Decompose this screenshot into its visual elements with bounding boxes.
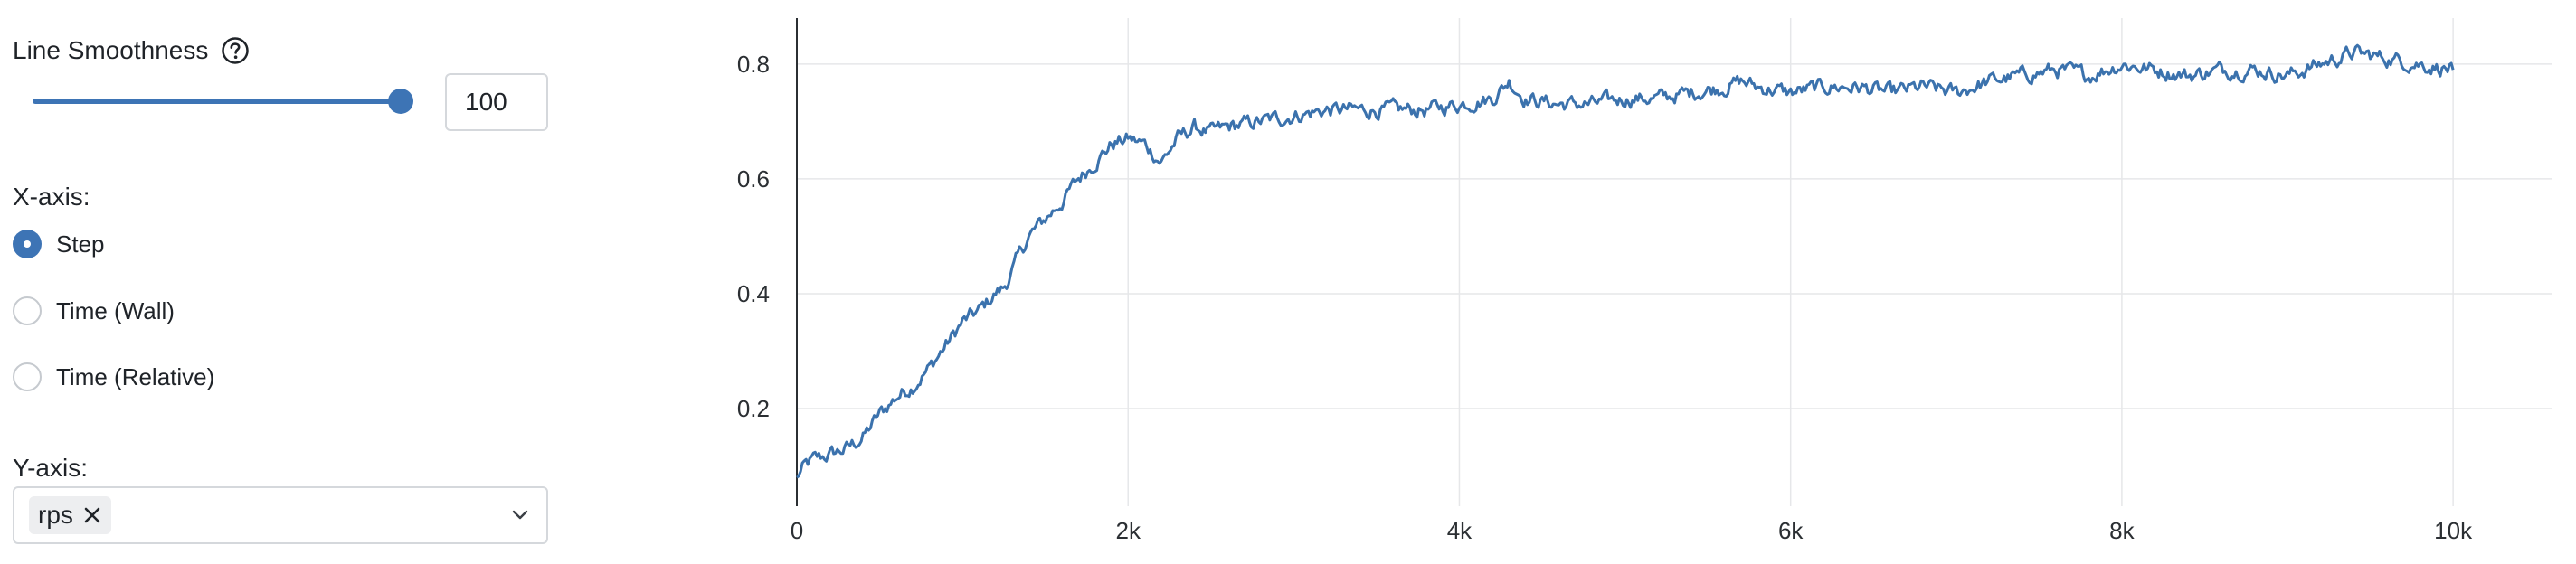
x-tick-label: 8k	[2109, 517, 2135, 544]
smoothing-value-input[interactable]	[445, 73, 548, 131]
question-circle-icon[interactable]	[221, 36, 250, 65]
x-axis-relative-time-label[interactable]: Time (Relative)	[56, 363, 215, 390]
y-tick-label: 0.8	[737, 51, 770, 78]
smoothing-label: Line Smoothness	[13, 36, 209, 64]
x-tick-label: 4k	[1447, 517, 1473, 544]
chart-series	[796, 43, 2455, 479]
y-axis-label: Y-axis:	[13, 454, 89, 482]
y-tick-label: 0.4	[737, 280, 770, 307]
x-axis-wall-time-label[interactable]: Time (Wall)	[56, 297, 175, 324]
y-axis-chip-label: rps	[38, 501, 73, 529]
x-tick-label: 0	[791, 517, 803, 544]
close-icon[interactable]	[82, 505, 102, 525]
chevron-down-icon[interactable]	[510, 508, 530, 522]
x-tick-label: 10k	[2434, 517, 2473, 544]
chart-grid	[797, 18, 2552, 506]
y-axis-select[interactable]: rps	[13, 486, 548, 544]
series-line	[796, 43, 2455, 479]
controls-panel: Line Smoothness X-axis: Step Time (Wall)…	[0, 0, 579, 564]
smoothing-slider-track[interactable]	[33, 99, 405, 104]
chart-tick-labels: 0.2 0.4 0.6 0.8 0 2k 4k 6k 8k 10k	[737, 51, 2473, 544]
y-tick-label: 0.6	[737, 165, 770, 193]
x-tick-label: 2k	[1115, 517, 1141, 544]
x-axis-step-radio[interactable]	[13, 230, 42, 258]
x-axis-label: X-axis:	[13, 183, 90, 211]
y-axis-chip: rps	[29, 496, 111, 534]
x-axis-relative-time-radio[interactable]	[13, 362, 42, 391]
rps-line-chart: 0.2 0.4 0.6 0.8 0 2k 4k 6k 8k 10k	[737, 18, 2552, 544]
smoothing-slider-handle[interactable]	[388, 89, 413, 114]
x-axis-step-label[interactable]: Step	[56, 230, 105, 258]
y-tick-label: 0.2	[737, 395, 770, 422]
x-tick-label: 6k	[1778, 517, 1804, 544]
x-axis-wall-time-radio[interactable]	[13, 296, 42, 325]
